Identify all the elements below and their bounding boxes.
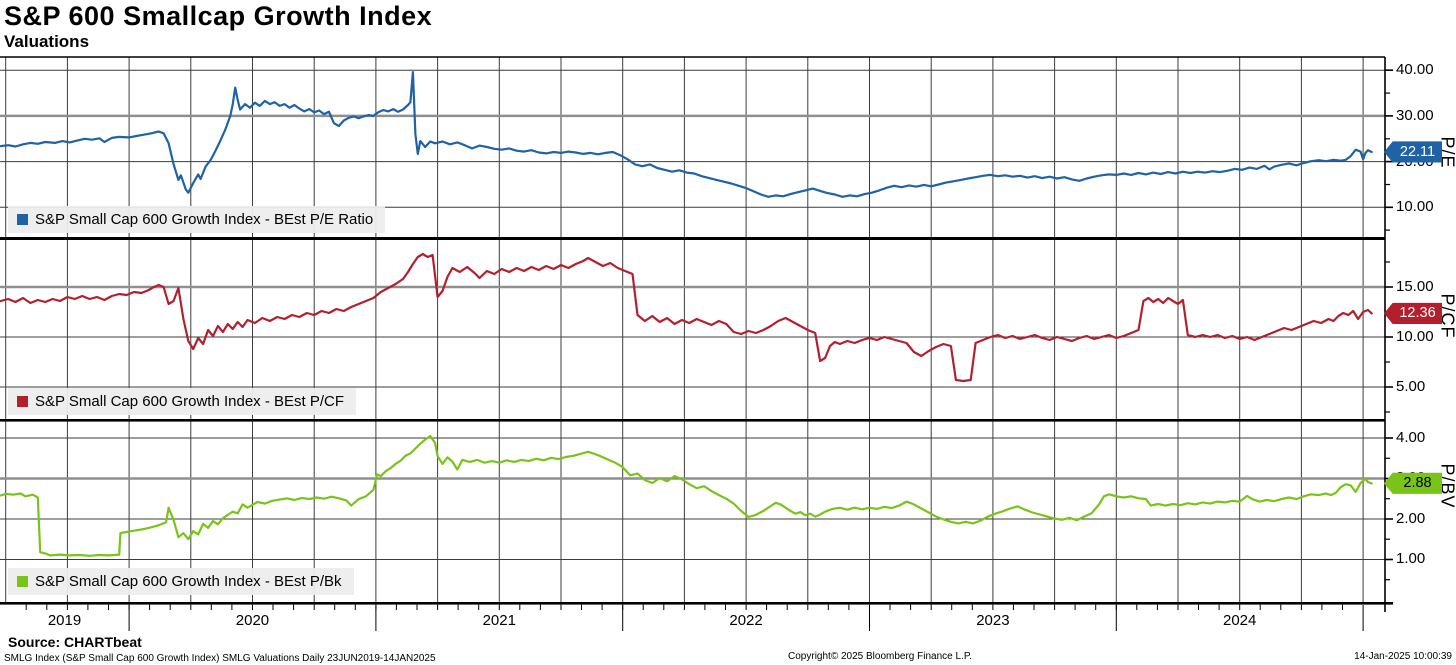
x-axis-year-label: 2022 (729, 612, 763, 629)
footer-source: Source: CHARTbeat (8, 634, 142, 650)
y-tick-label: 1.00 (1396, 550, 1426, 568)
page-title: S&P 600 Smallcap Growth Index (4, 1, 433, 31)
last-value-tag-pe: 22.11 (1384, 141, 1442, 163)
last-value-tag-pcf: 12.36 (1384, 302, 1442, 324)
legend-pe-label: S&P Small Cap 600 Growth Index - BEst P/… (35, 211, 374, 228)
footer-meta: SMLG Index (S&P Small Cap 600 Growth Ind… (4, 653, 436, 664)
legend-pbk-label: S&P Small Cap 600 Growth Index - BEst P/… (35, 573, 342, 590)
pbk-series-swatch-icon (17, 576, 28, 587)
x-axis-year-label: 2021 (482, 612, 516, 629)
y-tick-label: 5.00 (1396, 378, 1426, 395)
last-value-tag-pbk: 2.88 (1384, 472, 1442, 494)
x-axis-year-label: 2024 (1222, 612, 1257, 629)
y-tick-label: 30.00 (1396, 106, 1434, 124)
footer-copyright: Copyright© 2025 Bloomberg Finance L.P. (788, 651, 972, 662)
pe-series-swatch-icon (17, 214, 28, 225)
pcf-series-swatch-icon (17, 396, 28, 407)
legend-pbk: S&P Small Cap 600 Growth Index - BEst P/… (8, 568, 354, 595)
y-tick-label: 2.00 (1396, 509, 1426, 527)
page-subtitle: Valuations (4, 32, 90, 51)
x-axis-year-label: 2020 (235, 612, 270, 629)
y-tick-label: 40.00 (1396, 61, 1434, 79)
legend-pcf-label: S&P Small Cap 600 Growth Index - BEst P/… (35, 393, 345, 410)
footer-timestamp: 14-Jan-2025 10:00:39 (1354, 651, 1452, 662)
y-tick-label: 10.00 (1396, 328, 1434, 345)
y-tick-label: 15.00 (1396, 278, 1434, 295)
y-tick-label: 4.00 (1396, 429, 1426, 446)
legend-pe: S&P Small Cap 600 Growth Index - BEst P/… (8, 206, 386, 233)
legend-pcf: S&P Small Cap 600 Growth Index - BEst P/… (8, 388, 357, 415)
x-axis-year-label: 2019 (47, 612, 82, 629)
y-tick-label: 10.00 (1396, 198, 1434, 216)
x-axis-year-label: 2023 (976, 612, 1010, 629)
